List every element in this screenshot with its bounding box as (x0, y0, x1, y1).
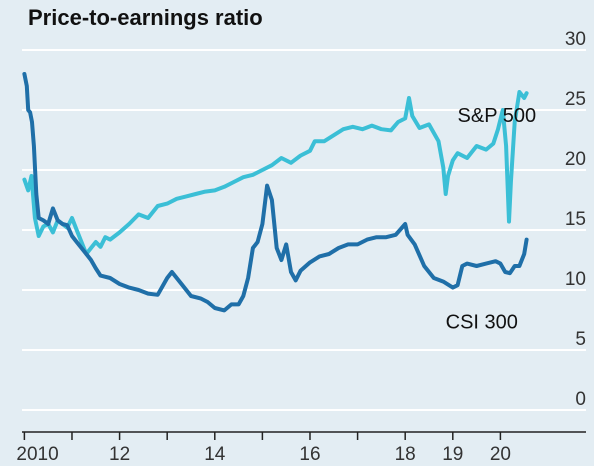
x-tick-label: 18 (395, 444, 416, 465)
y-tick-label: 10 (565, 269, 586, 290)
y-tick-label: 0 (575, 389, 586, 410)
y-tick-label: 5 (575, 329, 586, 350)
series-line-csi300 (22, 72, 529, 313)
x-tick-label: 12 (109, 444, 130, 465)
series-lines (22, 72, 529, 313)
y-tick-label: 15 (565, 209, 586, 230)
x-tick-label: 2010 (16, 444, 58, 465)
series-line-sp500 (22, 90, 529, 256)
y-tick-label: 20 (565, 149, 586, 170)
series-label-sp500: S&P 500 (458, 105, 537, 127)
x-axis: 2010 12 14 16 18 19 20 (16, 431, 586, 465)
x-tick-label: 14 (204, 444, 226, 465)
x-tick-label: 19 (442, 444, 463, 465)
x-tick-label: 20 (490, 444, 511, 465)
series-labels: S&P 500 CSI 300 (446, 105, 536, 333)
chart-title: Price-to-earnings ratio (28, 5, 263, 30)
gridlines (22, 49, 586, 411)
y-axis: 0 5 10 15 20 25 30 (565, 29, 586, 410)
y-tick-label: 30 (565, 29, 586, 50)
y-tick-label: 25 (565, 89, 586, 110)
series-label-csi300: CSI 300 (446, 311, 518, 333)
x-tick-label: 16 (299, 444, 320, 465)
